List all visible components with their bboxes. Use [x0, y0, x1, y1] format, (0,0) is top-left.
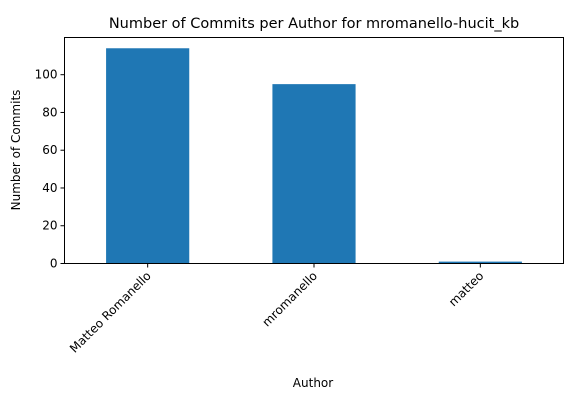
bar [438, 261, 522, 264]
x-tick-label: Matteo Romanello [67, 269, 154, 356]
x-tick-label: matteo [446, 269, 486, 309]
y-tick-label: 80 [42, 105, 57, 119]
x-axis: Matteo Romanello mromanello matteo [67, 263, 486, 356]
y-tick-label: 40 [42, 181, 57, 195]
bars-group [106, 48, 522, 264]
y-tick-label: 100 [35, 68, 58, 82]
y-axis: 0 20 40 60 80 100 [35, 68, 65, 271]
y-tick-label: 60 [42, 143, 57, 157]
y-axis-label: Number of Commits [9, 90, 23, 211]
y-tick-label: 0 [50, 257, 58, 271]
bar [272, 84, 356, 264]
x-tick-label: mromanello [259, 269, 320, 330]
x-axis-label: Author [293, 376, 333, 390]
bar [106, 48, 190, 264]
y-tick-label: 20 [42, 219, 57, 233]
chart-title: Number of Commits per Author for mromane… [109, 16, 519, 32]
plot-frame [64, 37, 564, 264]
